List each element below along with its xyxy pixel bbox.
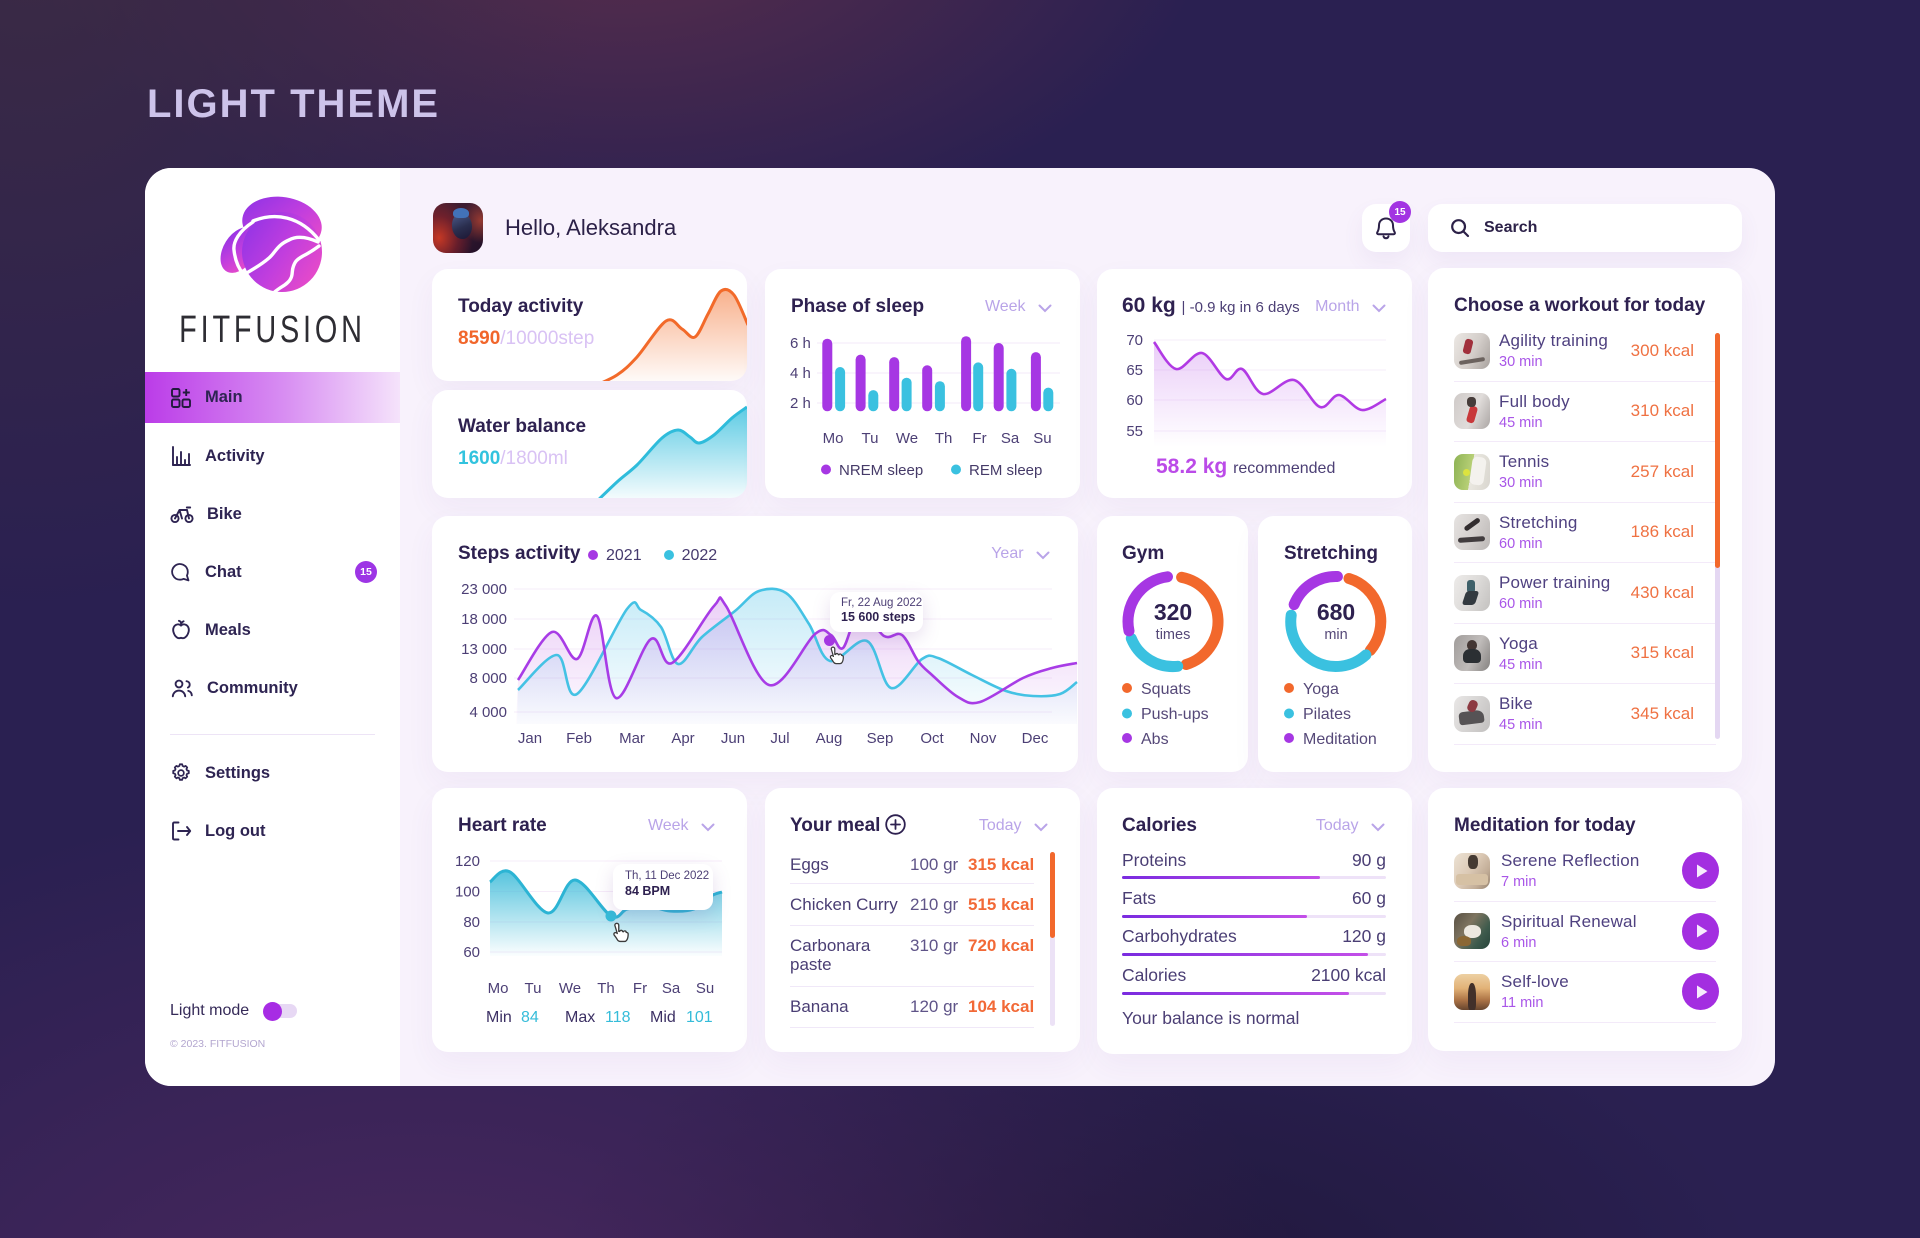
svg-text:min: min: [1324, 627, 1347, 643]
svg-text:Mar: Mar: [619, 730, 645, 747]
svg-text:Feb: Feb: [566, 730, 592, 747]
svg-text:Min: Min: [486, 1009, 512, 1026]
svg-text:Mo: Mo: [823, 430, 844, 447]
svg-text:84: 84: [521, 1009, 539, 1026]
svg-text:Meditation: Meditation: [1303, 731, 1377, 748]
svg-text:NREM sleep: NREM sleep: [839, 462, 923, 479]
svg-text:Apr: Apr: [671, 730, 694, 747]
svg-text:We: We: [559, 980, 581, 997]
svg-text:4 h: 4 h: [790, 365, 811, 382]
svg-text:13 000: 13 000: [461, 641, 507, 658]
svg-text:70: 70: [1126, 332, 1143, 349]
svg-text:times: times: [1156, 627, 1191, 643]
svg-text:Su: Su: [1033, 430, 1051, 447]
svg-text:101: 101: [686, 1009, 713, 1026]
svg-text:Mid: Mid: [650, 1009, 676, 1026]
svg-text:Aug: Aug: [816, 730, 843, 747]
svg-text:60: 60: [463, 944, 480, 961]
svg-text:We: We: [896, 430, 918, 447]
svg-text:Pilates: Pilates: [1303, 706, 1351, 723]
svg-text:8 000: 8 000: [469, 670, 507, 687]
svg-text:Fr: Fr: [633, 980, 647, 997]
svg-text:Th: Th: [597, 980, 615, 997]
svg-text:Jul: Jul: [770, 730, 789, 747]
svg-text:Max: Max: [565, 1009, 595, 1026]
svg-text:320: 320: [1154, 599, 1192, 625]
svg-text:Su: Su: [696, 980, 714, 997]
svg-text:6 h: 6 h: [790, 335, 811, 352]
svg-text:Yoga: Yoga: [1303, 681, 1339, 698]
svg-text:18 000: 18 000: [461, 611, 507, 628]
svg-text:100: 100: [455, 884, 480, 901]
svg-text:Tu: Tu: [525, 980, 542, 997]
svg-text:80: 80: [463, 914, 480, 931]
svg-text:Squats: Squats: [1141, 681, 1191, 698]
svg-text:Jan: Jan: [518, 730, 542, 747]
svg-text:Sa: Sa: [662, 980, 681, 997]
svg-text:Oct: Oct: [920, 730, 944, 747]
svg-text:Fr: Fr: [972, 430, 986, 447]
svg-text:Jun: Jun: [721, 730, 745, 747]
svg-text:55: 55: [1126, 423, 1143, 440]
svg-text:4 000: 4 000: [469, 704, 507, 721]
svg-text:Th: Th: [935, 430, 953, 447]
svg-text:Abs: Abs: [1141, 731, 1169, 748]
svg-text:23 000: 23 000: [461, 581, 507, 598]
svg-text:Sa: Sa: [1001, 430, 1020, 447]
svg-text:Dec: Dec: [1022, 730, 1049, 747]
svg-text:Push-ups: Push-ups: [1141, 706, 1209, 723]
svg-text:2 h: 2 h: [790, 395, 811, 412]
svg-text:118: 118: [605, 1009, 631, 1026]
svg-text:Mo: Mo: [488, 980, 509, 997]
svg-text:680: 680: [1317, 599, 1355, 625]
svg-text:Sep: Sep: [867, 730, 894, 747]
svg-text:120: 120: [455, 853, 480, 870]
svg-text:65: 65: [1126, 362, 1143, 379]
svg-text:60: 60: [1126, 392, 1143, 409]
svg-text:Nov: Nov: [970, 730, 997, 747]
svg-text:REM sleep: REM sleep: [969, 462, 1042, 479]
svg-text:Tu: Tu: [862, 430, 879, 447]
